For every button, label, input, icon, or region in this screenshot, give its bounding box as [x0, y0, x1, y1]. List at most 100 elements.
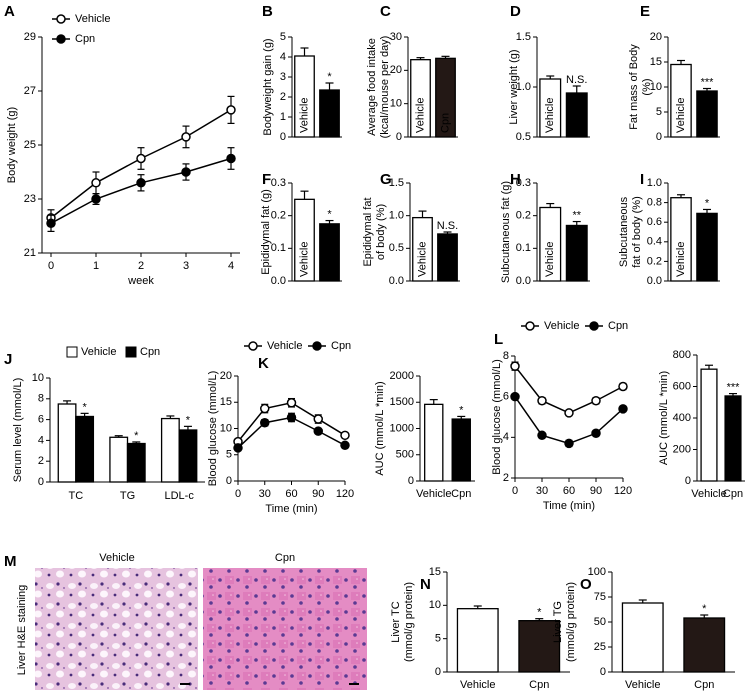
point	[591, 395, 601, 406]
y-tick-label: 8	[38, 393, 44, 405]
x-tick-label: Cpn	[529, 679, 549, 691]
series-line	[514, 396, 624, 445]
point	[260, 403, 270, 414]
bar-label: Cpn	[323, 257, 335, 277]
point	[226, 105, 236, 115]
legend-label: Vehicle	[81, 346, 116, 358]
y-tick-label: 4	[503, 431, 509, 443]
y-tick-label: 0	[685, 475, 691, 487]
y-axis-label: Blood glucose (mmol/L)	[207, 371, 219, 487]
legend-marker	[56, 14, 66, 24]
x-tick-label: Cpn	[451, 488, 471, 500]
y-tick-label: 2	[38, 455, 44, 467]
x-tick-label: 0	[235, 488, 241, 500]
x-tick-label: 30	[536, 485, 548, 497]
image-label: Vehicle	[99, 552, 134, 564]
x-tick-label: 90	[312, 488, 324, 500]
point	[510, 361, 520, 371]
x-axis-label: Time (min)	[265, 503, 317, 515]
point	[618, 404, 628, 414]
y-axis-label: Body weight (g)	[6, 107, 18, 183]
bar	[126, 442, 146, 483]
x-tick-label: 120	[336, 488, 354, 500]
y-tick-label: 500	[396, 449, 414, 461]
significance: N.S.	[437, 220, 458, 232]
y-tick-label: 1.0	[647, 177, 662, 189]
y-axis-label: Blood glucose (mmol/L)	[491, 359, 503, 475]
y-tick-label: 1.5	[516, 31, 531, 43]
significance: *	[459, 404, 464, 416]
point	[181, 167, 191, 177]
y-tick-label: 2	[503, 472, 509, 484]
panel-letter: D	[510, 3, 521, 20]
y-axis-label: of body (%)	[375, 204, 387, 260]
panel-letter: A	[4, 3, 15, 20]
y-axis-label: (kcal/mouse per day)	[379, 36, 391, 139]
y-tick-label: 1	[280, 111, 286, 123]
y-axis-label: Subcutaneous fat (g)	[500, 181, 512, 283]
scale-bar	[180, 683, 190, 685]
significance: *	[705, 197, 710, 209]
bar	[294, 55, 315, 138]
y-tick-label: 2000	[390, 370, 414, 382]
y-tick-label: 3	[280, 71, 286, 83]
x-tick-label: Cpn	[694, 679, 714, 691]
legend-marker	[312, 341, 322, 351]
bar	[565, 224, 588, 282]
point	[510, 391, 520, 402]
point	[313, 426, 323, 436]
significance: *	[186, 414, 191, 426]
significance: *	[537, 607, 542, 619]
point	[537, 395, 547, 406]
bar	[424, 403, 444, 482]
y-tick-label: 4	[280, 51, 286, 63]
y-tick-label: 0.8	[647, 197, 662, 209]
y-tick-label: 0.6	[647, 216, 662, 228]
y-tick-label: 6	[503, 391, 509, 403]
point	[233, 443, 243, 453]
point	[564, 438, 574, 449]
y-tick-label: 600	[673, 380, 691, 392]
bar	[670, 63, 692, 138]
bar	[412, 216, 433, 282]
x-tick-label: Vehicle	[460, 679, 495, 691]
y-tick-label: 1.5	[389, 177, 404, 189]
y-tick-label: 25	[24, 139, 36, 151]
y-tick-label: 10	[429, 599, 441, 611]
panel-letter: F	[262, 171, 271, 188]
point	[136, 178, 146, 188]
legend-label: Vehicle	[267, 340, 302, 352]
panel-letter: E	[640, 3, 650, 20]
panel-letter: C	[380, 3, 391, 20]
y-tick-label: 1.0	[389, 210, 404, 222]
y-tick-label: 0.5	[516, 131, 531, 143]
bar	[696, 212, 718, 282]
y-tick-label: 0.2	[516, 210, 531, 222]
y-tick-label: 10	[32, 372, 44, 384]
bar-label: Vehicle	[544, 98, 556, 133]
bar	[696, 90, 718, 138]
point	[537, 430, 547, 441]
y-tick-label: 0.2	[271, 210, 286, 222]
y-axis-label: Subcutaneous	[618, 196, 630, 267]
y-axis-label: AUC (mmol/L *min)	[374, 381, 386, 475]
panel-letter: B	[262, 3, 273, 20]
significance: *	[702, 603, 707, 615]
x-tick-label: TG	[120, 490, 135, 502]
point	[181, 132, 191, 142]
point	[91, 178, 101, 188]
x-axis-label: week	[127, 275, 154, 287]
bar-label: Cpn	[439, 113, 451, 133]
point	[226, 153, 236, 164]
y-tick-label: 6	[38, 414, 44, 426]
series-line	[514, 365, 624, 414]
panel-letter: K	[258, 355, 269, 372]
y-tick-label: 0.0	[516, 275, 531, 287]
significance: **	[572, 209, 581, 221]
y-tick-label: 25	[594, 641, 606, 653]
x-axis-label: Time (min)	[543, 500, 595, 512]
y-axis-label: Average food intake	[366, 38, 378, 136]
panel-letter: G	[380, 171, 392, 188]
y-axis-label: Liver TG	[552, 601, 564, 643]
bar	[621, 602, 664, 673]
